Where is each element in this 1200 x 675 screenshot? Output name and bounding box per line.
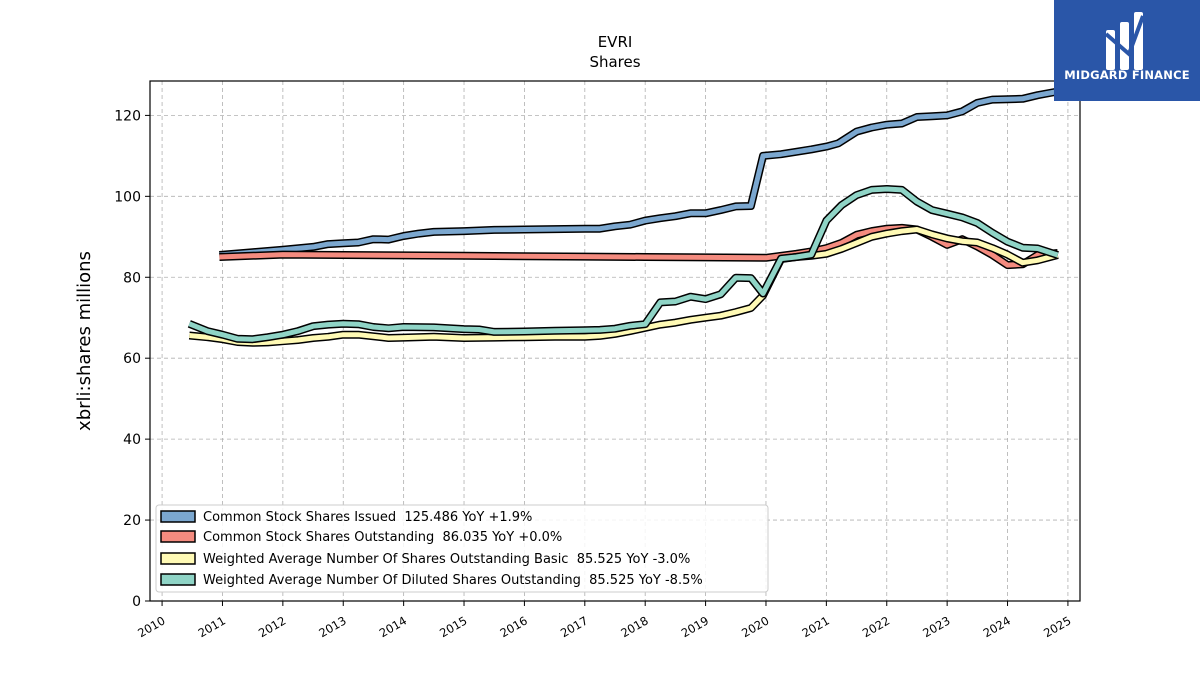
y-tick-label: 20: [123, 513, 141, 529]
x-tick-label: 2018: [618, 613, 650, 640]
x-tick-label: 2022: [860, 613, 892, 640]
x-tick-label: 2021: [800, 613, 832, 640]
y-tick-label: 60: [123, 351, 141, 367]
x-tick-label: 2011: [196, 613, 228, 640]
series-line: [219, 225, 1058, 268]
y-axis-label: xbrli:shares millions: [74, 251, 95, 431]
midgard-finance-logo: MIDGARD FINANCE: [1054, 0, 1200, 101]
legend-swatch: [160, 552, 196, 565]
legend-entry: Common Stock Shares Outstanding 86.035 Y…: [203, 530, 562, 545]
logo-text: MIDGARD FINANCE: [1064, 68, 1190, 82]
y-tick-label: 80: [123, 270, 141, 286]
legend-entry: Common Stock Shares Issued 125.486 YoY +…: [203, 510, 532, 525]
legend-swatch: [160, 530, 196, 543]
legend-swatch: [160, 573, 196, 586]
logo-mark-icon: [1104, 12, 1145, 70]
x-tick-label: 2017: [558, 613, 590, 640]
series-line: [188, 186, 1059, 342]
x-tick-label: 2025: [1041, 613, 1073, 640]
x-tick-label: 2012: [256, 613, 288, 640]
series-lines: [187, 87, 1059, 347]
plot-frame: [149, 80, 1081, 602]
x-tick-label: 2020: [739, 613, 771, 640]
chart-title: EVRI: [598, 33, 633, 51]
legend: Common Stock Shares Issued 125.486 YoY +…: [155, 504, 769, 593]
x-tick-label: 2016: [498, 613, 530, 640]
series-line: [189, 227, 1059, 346]
x-tick-label: 2015: [437, 613, 469, 640]
y-tick-label: 100: [114, 189, 141, 205]
legend-box: [155, 504, 769, 593]
x-tick-label: 2014: [377, 613, 409, 640]
y-tick-label: 120: [114, 108, 141, 124]
series-line-outline: [187, 185, 1059, 344]
legend-entry: Weighted Average Number Of Diluted Share…: [203, 573, 703, 588]
series-line: [219, 89, 1059, 258]
x-tick-label: 2013: [316, 613, 348, 640]
x-tick-label: 2010: [135, 613, 167, 640]
y-tick-label: 0: [132, 594, 141, 610]
chart-subtitle: Shares: [589, 53, 640, 71]
legend-swatch: [160, 510, 196, 523]
x-tick-label: 2024: [981, 613, 1013, 640]
y-tick-label: 40: [123, 432, 141, 448]
x-tick-label: 2023: [920, 613, 952, 640]
legend-entry: Weighted Average Number Of Shares Outsta…: [203, 552, 690, 567]
x-tick-label: 2019: [679, 613, 711, 640]
